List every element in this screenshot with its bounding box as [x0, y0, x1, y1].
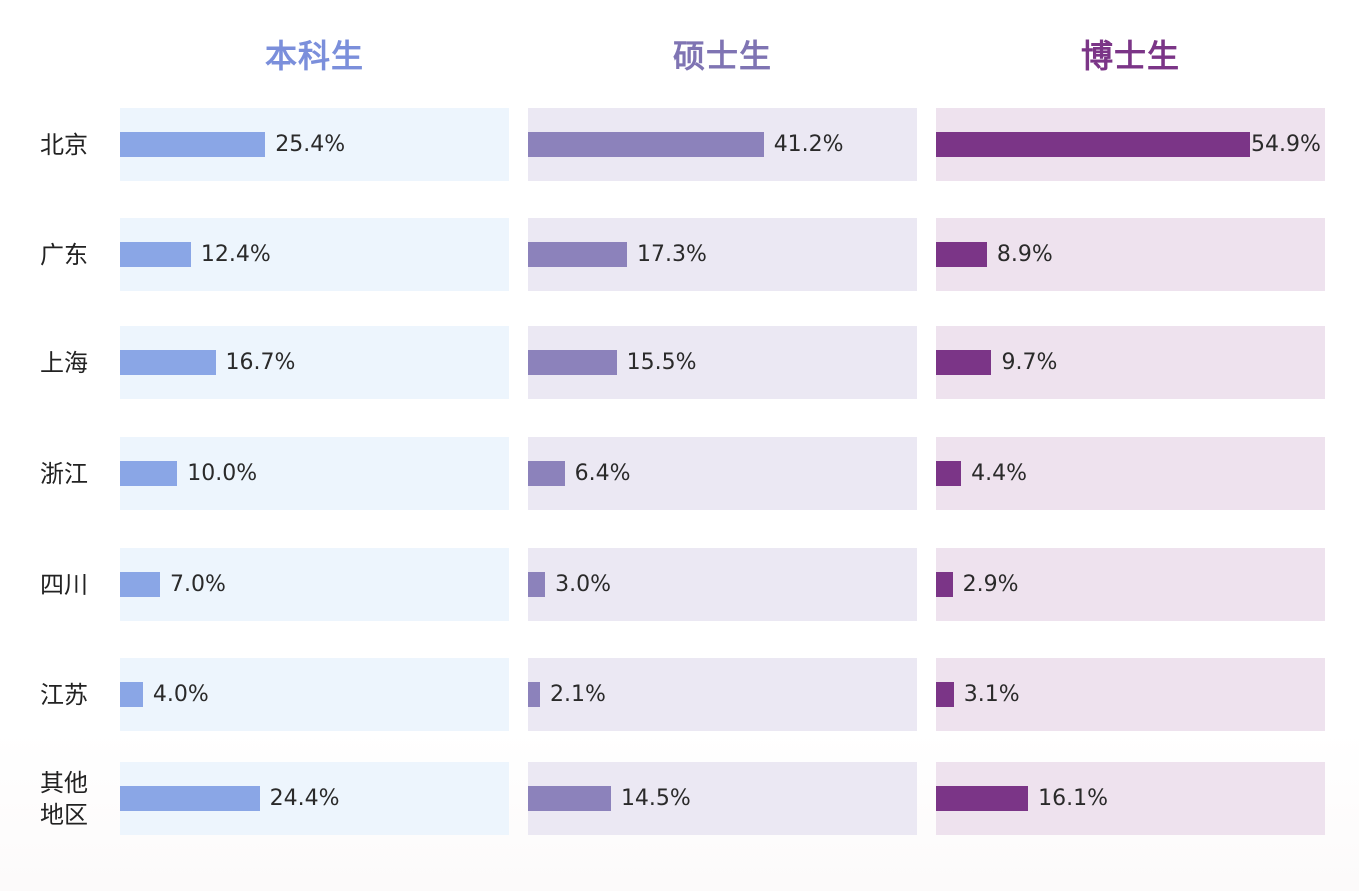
- data-label: 6.4%: [574, 460, 631, 486]
- bar: [120, 786, 260, 811]
- data-label: 9.7%: [1001, 349, 1058, 375]
- data-label: 8.9%: [996, 241, 1053, 267]
- category-label: 四川: [40, 570, 88, 599]
- category-label: 江苏: [40, 680, 88, 709]
- data-label: 10.0%: [187, 460, 258, 486]
- data-label: 3.1%: [963, 681, 1020, 707]
- bar: [120, 572, 161, 597]
- data-label: 2.9%: [962, 571, 1019, 597]
- category-label: 北京: [40, 130, 88, 159]
- data-label: 4.0%: [152, 681, 209, 707]
- bar: [120, 350, 216, 375]
- panel-background: [936, 326, 1325, 399]
- data-label: 4.4%: [971, 460, 1028, 486]
- panel-background: [528, 658, 917, 731]
- panel-background: [936, 548, 1325, 621]
- data-label: 16.1%: [1038, 785, 1108, 811]
- series-header: 硕士生: [672, 37, 772, 75]
- bar: [528, 350, 617, 375]
- data-label: 15.5%: [626, 349, 697, 375]
- bar: [528, 242, 627, 267]
- panel-background: [120, 658, 509, 731]
- panel-background: [936, 437, 1325, 510]
- series-header: 博士生: [1080, 37, 1180, 75]
- bar: [528, 572, 546, 597]
- data-label: 54.9%: [1251, 131, 1321, 157]
- bar: [936, 461, 962, 486]
- bar: [120, 132, 266, 157]
- bar: [120, 682, 143, 707]
- category-label: 广东: [40, 240, 88, 269]
- bar: [120, 242, 191, 267]
- bar: [936, 572, 953, 597]
- bar: [936, 242, 987, 267]
- bar: [936, 350, 992, 375]
- bar: [120, 461, 178, 486]
- category-label: 上海: [40, 348, 88, 377]
- data-label: 7.0%: [170, 571, 226, 597]
- panel-background: [936, 658, 1325, 731]
- data-label: 16.7%: [225, 349, 296, 375]
- data-label: 17.3%: [636, 241, 707, 267]
- series-header: 本科生: [264, 37, 364, 75]
- bar: [936, 786, 1029, 811]
- data-label: 12.4%: [200, 241, 271, 267]
- bar: [936, 682, 954, 707]
- data-label: 2.1%: [550, 681, 606, 707]
- panel-background: [528, 548, 917, 621]
- data-label: 24.4%: [269, 785, 340, 811]
- panel-background: [528, 437, 917, 510]
- category-label: 浙江: [40, 459, 88, 488]
- category-label: 其他 地区: [40, 768, 88, 829]
- data-label: 14.5%: [620, 785, 691, 811]
- bar: [528, 132, 764, 157]
- bar: [936, 132, 1251, 157]
- bar: [528, 682, 540, 707]
- panel-background: [120, 548, 509, 621]
- bar: [528, 786, 611, 811]
- panel-background: [936, 218, 1325, 291]
- data-label: 41.2%: [773, 131, 844, 157]
- panel-background: [120, 437, 509, 510]
- data-label: 25.4%: [275, 131, 346, 157]
- data-label: 3.0%: [555, 571, 612, 597]
- bar: [528, 461, 565, 486]
